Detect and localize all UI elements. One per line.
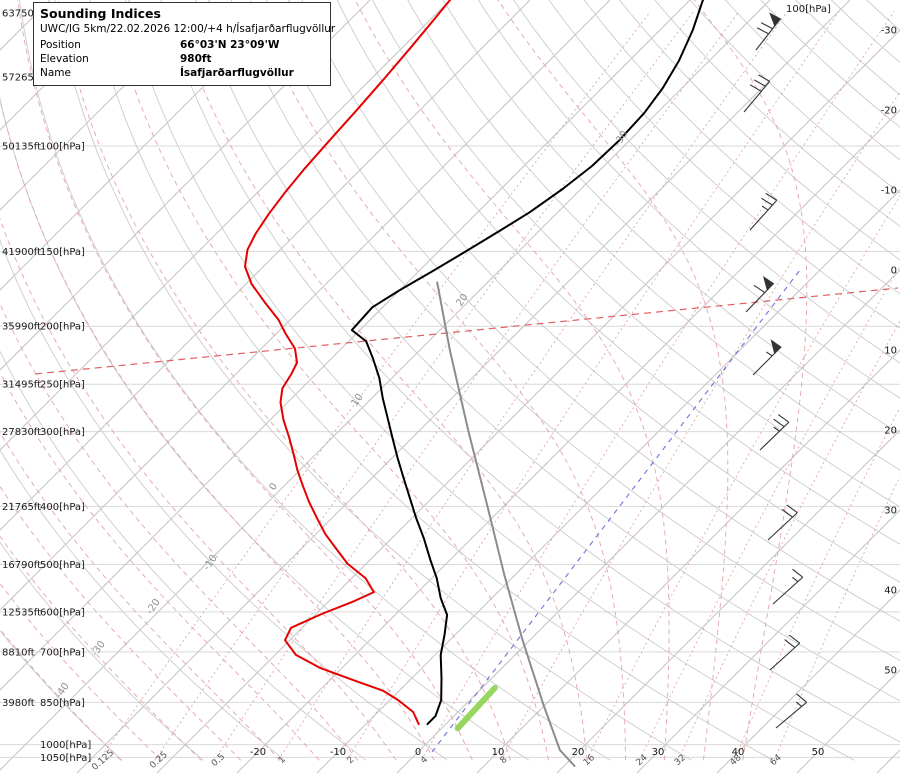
temperature-trace xyxy=(350,0,704,726)
svg-text:10: 10 xyxy=(492,747,505,758)
name-row: Name Ísafjarðarflugvöllur xyxy=(40,66,324,80)
elevation-value: 980ft xyxy=(180,53,212,65)
svg-text:50: 50 xyxy=(812,747,825,758)
svg-text:21765ft: 21765ft xyxy=(2,502,41,513)
sounding-indices-panel: Sounding Indices UWC/IG 5km/22.02.2026 1… xyxy=(33,2,336,86)
svg-text:30: 30 xyxy=(652,747,665,758)
svg-text:27830ft: 27830ft xyxy=(2,427,41,438)
svg-text:-10: -10 xyxy=(881,186,897,197)
svg-text:35990ft: 35990ft xyxy=(2,322,41,333)
lifted-layer-segment-trace xyxy=(454,685,498,732)
name-label: Name xyxy=(40,67,71,79)
svg-text:8810ft: 8810ft xyxy=(2,647,35,658)
svg-text:500[hPa]: 500[hPa] xyxy=(40,560,85,571)
dewpoint-trace xyxy=(244,0,452,726)
svg-text:50135ft: 50135ft xyxy=(2,142,41,153)
svg-text:40: 40 xyxy=(884,586,897,597)
svg-text:100[hPa]: 100[hPa] xyxy=(40,142,85,153)
svg-text:41900ft: 41900ft xyxy=(2,247,41,258)
tropopause-dashed-line xyxy=(34,287,899,375)
elevation-row: Elevation 980ft xyxy=(40,52,324,66)
svg-text:-20: -20 xyxy=(250,747,266,758)
svg-text:400[hPa]: 400[hPa] xyxy=(40,502,85,513)
right-axis-labels: -30 -20 -10 0 10 20 30 40 50 xyxy=(881,26,897,677)
sounding-traces xyxy=(244,0,704,767)
svg-text:12535ft: 12535ft xyxy=(2,607,41,618)
position-value: 66°03'N 23°09'W xyxy=(180,39,280,51)
name-value: Ísafjarðarflugvöllur xyxy=(180,67,294,79)
svg-text:-10: -10 xyxy=(330,747,346,758)
svg-text:3980ft: 3980ft xyxy=(2,698,35,709)
svg-text:16790ft: 16790ft xyxy=(2,560,41,571)
svg-text:700[hPa]: 700[hPa] xyxy=(40,647,85,658)
svg-text:300[hPa]: 300[hPa] xyxy=(40,427,85,438)
grid-mixing-ratio xyxy=(98,11,900,761)
svg-text:1: 1 xyxy=(277,755,288,766)
svg-text:4: 4 xyxy=(419,755,430,766)
svg-text:63750ft: 63750ft xyxy=(2,9,41,20)
svg-text:600[hPa]: 600[hPa] xyxy=(40,607,85,618)
bottom-axis-labels: -20 -10 0 10 20 30 40 500.125 0.25 0.5 1 2 4 8 16 24 32 4… xyxy=(90,747,824,773)
elevation-label: Elevation xyxy=(40,53,89,65)
svg-text:1000[hPa]: 1000[hPa] xyxy=(40,740,91,751)
svg-text:100[hPa]: 100[hPa] xyxy=(786,4,831,15)
svg-text:250[hPa]: 250[hPa] xyxy=(40,380,85,391)
svg-text:0: 0 xyxy=(267,481,280,493)
svg-text:57265ft: 57265ft xyxy=(2,73,41,84)
svg-text:2: 2 xyxy=(345,755,356,766)
mixing-ratio-parcel-dashed-line xyxy=(431,269,801,753)
svg-text:20: 20 xyxy=(572,747,585,758)
svg-text:1050[hPa]: 1050[hPa] xyxy=(40,753,91,764)
svg-text:850[hPa]: 850[hPa] xyxy=(40,698,85,709)
svg-text:150[hPa]: 150[hPa] xyxy=(40,247,85,258)
svg-text:0: 0 xyxy=(415,747,421,758)
svg-text:50: 50 xyxy=(884,666,897,677)
svg-text:-20: -20 xyxy=(881,106,897,117)
position-label: Position xyxy=(40,39,81,51)
model-run-info: UWC/IG 5km/22.02.2026 12:00/+4 h/Ísafjar… xyxy=(40,23,336,35)
parcel-curve-trace xyxy=(436,281,576,767)
svg-text:8: 8 xyxy=(499,755,510,766)
svg-text:30: 30 xyxy=(884,506,897,517)
svg-text:20: 20 xyxy=(884,426,897,437)
position-row: Position 66°03'N 23°09'W xyxy=(40,38,324,52)
panel-title: Sounding Indices xyxy=(40,6,161,21)
svg-text:40: 40 xyxy=(732,747,745,758)
wind-barbs xyxy=(743,12,807,729)
svg-text:-30: -30 xyxy=(881,26,897,37)
grid-moist-adiabats xyxy=(0,0,808,761)
svg-text:0: 0 xyxy=(891,266,897,277)
svg-text:31495ft: 31495ft xyxy=(2,380,41,391)
aux-lines xyxy=(34,269,899,753)
svg-text:10: 10 xyxy=(884,346,897,357)
svg-text:200[hPa]: 200[hPa] xyxy=(40,322,85,333)
